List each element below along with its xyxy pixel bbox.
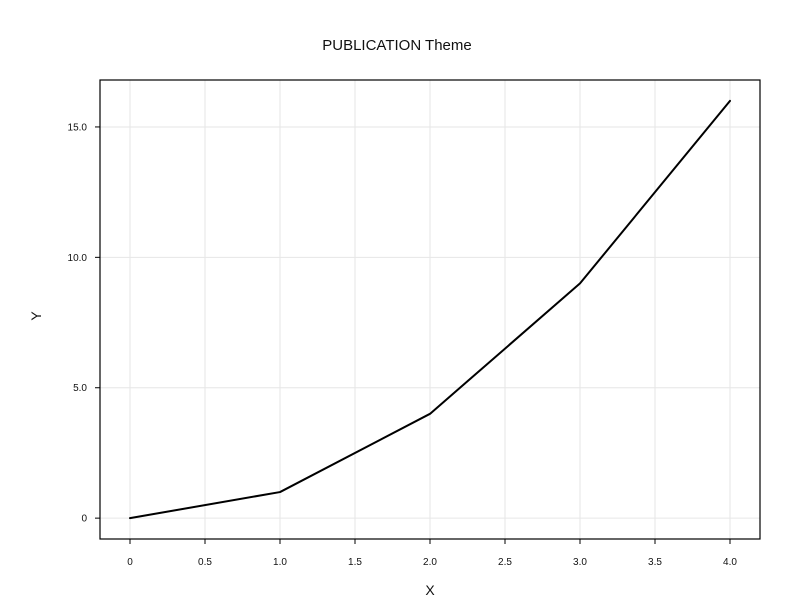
y-axis-label: Y (28, 311, 44, 321)
y-tick-label: 5.0 (73, 383, 87, 394)
x-tick-label: 3.5 (648, 557, 662, 568)
x-tick-label: 2.5 (498, 557, 512, 568)
series-line-0 (129, 99, 731, 520)
x-axis-label: X (425, 582, 435, 598)
y-axis: 0 5.0 10.0 15.0 (68, 122, 100, 525)
x-tick-label: 4.0 (723, 557, 737, 568)
x-axis: 0 0.5 1.0 1.5 2.0 2.5 3.0 3.5 4.0 (127, 539, 737, 568)
chart-title: PUBLICATION Theme (322, 37, 472, 54)
grid (100, 80, 760, 539)
x-tick-label: 1.5 (348, 557, 362, 568)
x-tick-label: 0 (127, 557, 133, 568)
series-layer (129, 99, 731, 520)
x-tick-label: 2.0 (423, 557, 437, 568)
y-tick-label: 0 (81, 514, 87, 525)
y-tick-label: 10.0 (68, 253, 88, 264)
x-tick-label: 3.0 (573, 557, 587, 568)
x-tick-label: 1.0 (273, 557, 287, 568)
y-tick-label: 15.0 (68, 122, 88, 133)
x-tick-label: 0.5 (198, 557, 212, 568)
